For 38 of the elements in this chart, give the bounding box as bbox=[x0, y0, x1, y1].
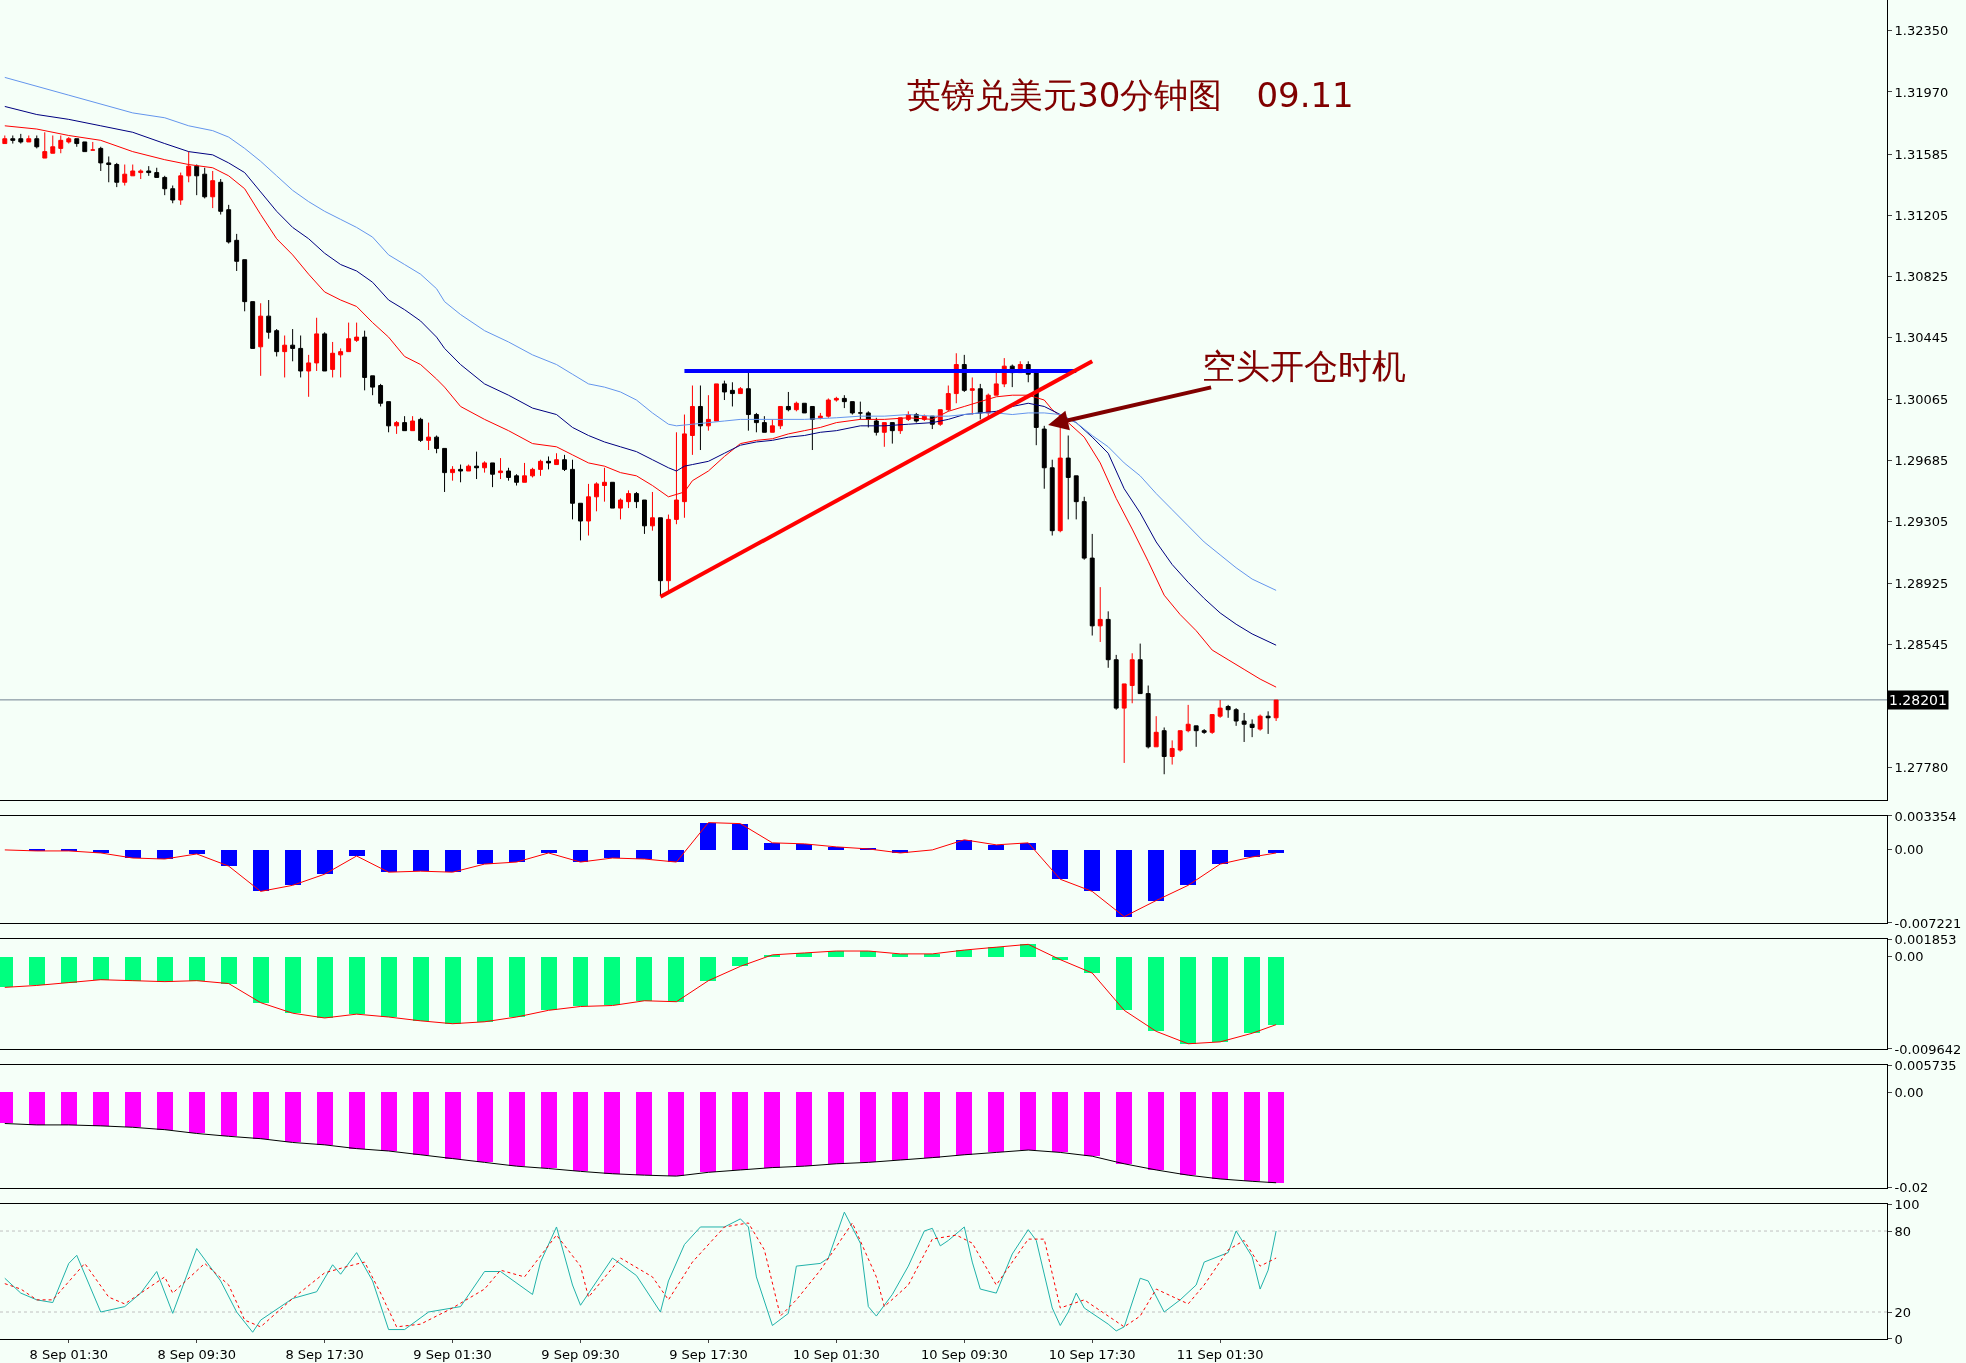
y-tick-label: 20 bbox=[1894, 1304, 1912, 1320]
x-tick-label: 10 Sep 01:30 bbox=[792, 1346, 880, 1362]
y-tick-label: 0.001853 bbox=[1894, 931, 1957, 947]
y-tick-label: 0.00 bbox=[1894, 949, 1924, 965]
x-tick-label: 9 Sep 01:30 bbox=[413, 1346, 492, 1362]
y-tick-label: 1.32350 bbox=[1894, 23, 1949, 39]
x-tick-label: 11 Sep 01:30 bbox=[1176, 1346, 1264, 1362]
x-tick-label: 8 Sep 09:30 bbox=[157, 1346, 236, 1362]
text: 英镑兑美元30分钟图 09.11 bbox=[907, 75, 1354, 116]
y-tick-label: 1.30825 bbox=[1894, 269, 1949, 285]
y-tick-label: 80 bbox=[1894, 1223, 1912, 1239]
y-tick-label: 1.31970 bbox=[1894, 84, 1949, 100]
y-tick-label: 1.28545 bbox=[1894, 636, 1949, 652]
y-tick-label: -0.009642 bbox=[1894, 1041, 1962, 1057]
y-tick-label: 0.00 bbox=[1894, 1084, 1924, 1100]
y-tick-label: 0 bbox=[1894, 1331, 1903, 1347]
y-tick-label: 1.28925 bbox=[1894, 575, 1949, 591]
y-tick-label: 1.31585 bbox=[1894, 146, 1949, 162]
y-tick-label: 1.30445 bbox=[1894, 330, 1949, 346]
y-tick-label: 1.30065 bbox=[1894, 391, 1949, 407]
x-tick-label: 10 Sep 17:30 bbox=[1048, 1346, 1136, 1362]
y-tick-label: 0.005735 bbox=[1894, 1057, 1957, 1073]
ref-line-label: 1.28201 bbox=[1889, 692, 1947, 708]
y-tick-label: 1.27780 bbox=[1894, 760, 1949, 776]
x-tick-label: 9 Sep 09:30 bbox=[541, 1346, 620, 1362]
y-tick-label: 0.003354 bbox=[1894, 808, 1957, 824]
x-tick-label: 8 Sep 17:30 bbox=[285, 1346, 364, 1362]
y-tick-label: -0.007221 bbox=[1894, 915, 1962, 931]
x-tick-label: 9 Sep 17:30 bbox=[669, 1346, 748, 1362]
y-tick-label: 1.31205 bbox=[1894, 207, 1949, 223]
y-tick-label: 1.29685 bbox=[1894, 453, 1949, 469]
y-tick-label: 0.00 bbox=[1894, 842, 1924, 858]
annotation: 空头开仓时机 bbox=[1202, 346, 1406, 386]
y-tick-label: 100 bbox=[1894, 1196, 1920, 1212]
x-tick-label: 8 Sep 01:30 bbox=[29, 1346, 109, 1362]
y-tick-label: -0.02 bbox=[1894, 1179, 1929, 1195]
x-tick-label: 10 Sep 09:30 bbox=[920, 1346, 1008, 1362]
y-tick-label: 1.29305 bbox=[1894, 514, 1949, 530]
